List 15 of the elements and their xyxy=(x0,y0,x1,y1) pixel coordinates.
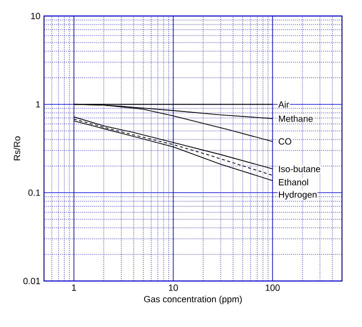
series-label: Hydrogen xyxy=(278,191,317,200)
y-tick-label: 0.1 xyxy=(28,189,40,196)
y-tick-label: 0.01 xyxy=(23,278,40,284)
x-tick-label: 100 xyxy=(266,284,280,291)
x-axis-title: Gas concentration (ppm) xyxy=(144,296,242,304)
series-label: Ethanol xyxy=(278,178,308,186)
series-label: Methane xyxy=(278,115,313,122)
y-tick-label: 10 xyxy=(31,12,40,20)
y-axis-title: Rs/Ro xyxy=(14,136,20,160)
x-tick-label: 1 xyxy=(72,284,76,291)
series-label: CO xyxy=(278,138,292,145)
x-tick-label: 10 xyxy=(168,284,178,291)
series-label: Air xyxy=(278,101,290,108)
y-tick-label: 1 xyxy=(36,101,40,108)
series-label: Iso-butane xyxy=(279,166,320,172)
